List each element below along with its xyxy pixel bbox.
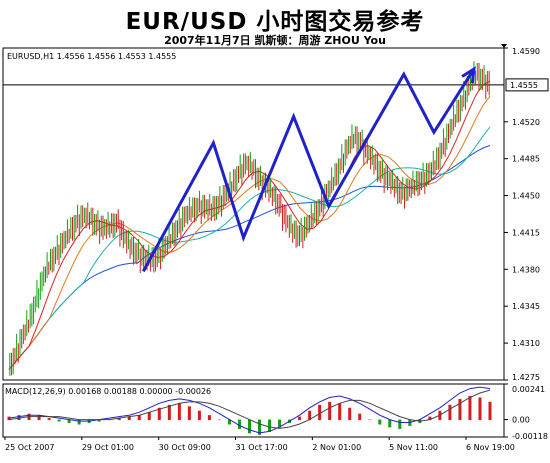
macd-bar <box>97 419 101 422</box>
macd-bar <box>328 401 332 421</box>
macd-bar <box>217 419 221 421</box>
symbol-info: EURUSD,H1 1.4556 1.4556 1.4553 1.4555 <box>7 52 176 61</box>
macd-bar <box>468 395 472 421</box>
macd-bar <box>187 406 191 421</box>
macd-bar <box>428 416 432 421</box>
macd-bar <box>268 419 272 432</box>
wave-projection-line <box>141 68 476 273</box>
x-tick-label: 2 Nov 01:00 <box>312 443 361 452</box>
macd-bar <box>67 419 71 424</box>
wave-arrowhead-icon <box>461 66 476 84</box>
chart-title: EUR/USD 小时图交易参考 <box>125 9 425 35</box>
y-tick-label: 1.4590 <box>512 47 540 56</box>
macd-bar <box>127 416 131 421</box>
ma-teal-line <box>8 126 491 370</box>
macd-bar <box>378 419 382 425</box>
macd-bar <box>348 407 352 421</box>
x-tick-label: 31 Oct 17:00 <box>236 443 288 452</box>
x-tick-label: 30 Oct 09:00 <box>159 443 211 452</box>
macd-bar <box>318 404 322 421</box>
x-tick-label: 5 Nov 11:00 <box>389 443 438 452</box>
macd-bar <box>147 412 151 421</box>
chart-subtitle: 2007年11月7日 凯斯顿：周游 ZHOU You <box>164 34 386 47</box>
y-tick-label: 1.4415 <box>512 228 540 237</box>
macd-tick-label: -0.00118 <box>512 432 548 441</box>
x-tick-label: 29 Oct 01:00 <box>82 443 134 452</box>
y-tick-label: 1.4450 <box>512 192 540 201</box>
macd-bar <box>278 419 282 428</box>
macd-tick-label: 0.00241 <box>512 385 545 394</box>
macd-bar <box>248 419 251 434</box>
macd-bar <box>7 416 11 421</box>
x-tick-label: 6 Nov 19:00 <box>466 443 515 452</box>
current-price-box <box>505 78 549 92</box>
macd-bar <box>77 419 81 425</box>
y-tick-label: 1.4485 <box>512 155 540 164</box>
current-price-label: 1.4555 <box>510 81 538 90</box>
price-panel-frame <box>2 47 505 381</box>
y-tick-label: 1.4520 <box>512 118 540 127</box>
macd-panel-frame <box>2 383 505 438</box>
macd-bar <box>478 397 482 421</box>
macd-bar <box>227 419 231 425</box>
macd-bar <box>488 401 492 421</box>
macd-bar <box>258 419 262 435</box>
macd-bar <box>207 415 211 421</box>
macd-bar <box>398 419 402 429</box>
top-marker-icon <box>501 44 507 48</box>
macd-bar <box>47 418 51 421</box>
macd-label: MACD(12,26,9) 0.00168 0.00188 0.00000 -0… <box>5 387 211 396</box>
macd-signal-line <box>8 389 491 429</box>
macd-tick-label: 0.00 <box>512 416 530 425</box>
macd-bar <box>458 398 462 421</box>
macd-bar <box>57 419 61 422</box>
y-tick-label: 1.4345 <box>512 302 540 311</box>
macd-bar <box>388 419 392 428</box>
macd-bar <box>298 416 302 421</box>
macd-bar <box>137 415 141 421</box>
macd-bar <box>237 419 241 429</box>
macd-bar <box>37 415 41 421</box>
macd-bar <box>358 413 362 421</box>
x-tick-label: 25 Oct 2007 <box>5 443 54 452</box>
y-tick-label: 1.4380 <box>512 265 540 274</box>
macd-bar <box>338 403 342 421</box>
macd-bar <box>308 410 312 421</box>
y-tick-label: 1.4310 <box>512 339 540 348</box>
macd-bar <box>197 410 201 421</box>
macd-line <box>8 386 491 434</box>
macd-bar <box>157 407 161 421</box>
macd-bar <box>117 418 121 421</box>
y-tick-label: 1.4275 <box>512 373 540 382</box>
macd-bar <box>167 404 171 421</box>
macd-bar <box>368 419 372 421</box>
macd-bar <box>448 404 452 421</box>
macd-bar <box>177 403 181 421</box>
ma-mid-line <box>8 95 491 370</box>
